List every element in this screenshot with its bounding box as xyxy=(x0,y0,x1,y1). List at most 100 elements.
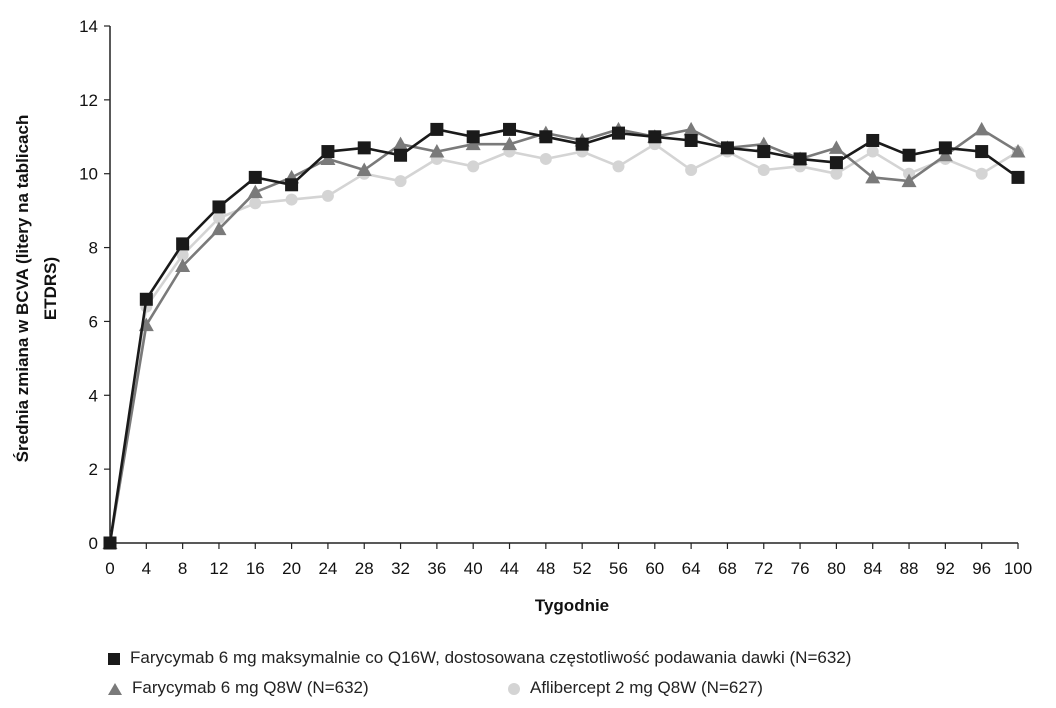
y-axis-title: Średnia zmiana w BCVA (litery na tablica… xyxy=(13,115,32,463)
data-point xyxy=(539,152,552,165)
x-tick-label: 8 xyxy=(178,559,187,578)
x-tick-label: 4 xyxy=(142,559,151,578)
data-point xyxy=(938,141,952,155)
data-point xyxy=(793,152,807,166)
data-point xyxy=(865,169,881,184)
data-point xyxy=(757,164,770,177)
data-point xyxy=(321,145,335,159)
data-point xyxy=(612,160,625,173)
x-tick-label: 96 xyxy=(972,559,991,578)
series-line xyxy=(108,128,1019,544)
data-point xyxy=(611,126,625,140)
legend-label-aflibercept: Aflibercept 2 mg Q8W (N=627) xyxy=(530,678,763,697)
x-tick-label: 64 xyxy=(682,559,701,578)
x-tick-label: 0 xyxy=(105,559,114,578)
data-point xyxy=(393,136,409,151)
y-tick-label: 2 xyxy=(89,460,98,479)
data-point xyxy=(828,140,844,154)
data-point xyxy=(285,193,298,206)
data-point xyxy=(1010,144,1026,158)
x-tick-label: 16 xyxy=(246,559,265,578)
data-point xyxy=(974,121,990,136)
x-tick-label: 44 xyxy=(500,559,519,578)
y-tick-label: 10 xyxy=(79,165,98,184)
data-point xyxy=(176,248,189,261)
data-point xyxy=(285,178,299,192)
x-tick-label: 68 xyxy=(718,559,737,578)
x-tick-label: 72 xyxy=(754,559,773,578)
data-point xyxy=(249,197,262,210)
data-point xyxy=(175,258,191,273)
data-point xyxy=(975,145,989,159)
data-point xyxy=(901,173,917,188)
data-point xyxy=(866,133,880,147)
x-tick-label: 100 xyxy=(1004,559,1032,578)
legend-item-q8w: Farycymab 6 mg Q8W (N=632) xyxy=(108,678,369,698)
x-tick-label: 76 xyxy=(791,559,810,578)
x-tick-label: 20 xyxy=(282,559,301,578)
data-point xyxy=(902,148,916,162)
x-tick-label: 80 xyxy=(827,559,846,578)
data-point xyxy=(467,160,480,173)
x-tick-label: 36 xyxy=(427,559,446,578)
series-line xyxy=(108,128,1019,544)
chart-axes xyxy=(104,25,1019,549)
data-point xyxy=(212,200,226,214)
y-tick-label: 6 xyxy=(89,312,98,331)
data-point xyxy=(830,167,843,180)
x-tick-label: 32 xyxy=(391,559,410,578)
y-tick-label: 0 xyxy=(89,534,98,553)
series-line xyxy=(108,142,1019,544)
data-point xyxy=(103,536,117,550)
x-axis-title: Tygodnie xyxy=(535,596,609,615)
data-point xyxy=(139,292,153,306)
legend-item-q16w: Farycymab 6 mg maksymalnie co Q16W, dost… xyxy=(108,648,851,668)
x-tick-label: 48 xyxy=(536,559,555,578)
data-point xyxy=(394,148,408,162)
data-point xyxy=(429,144,445,158)
series-triangle xyxy=(102,121,1026,549)
square-marker-icon xyxy=(108,652,120,665)
data-point xyxy=(212,212,225,225)
data-point xyxy=(320,151,336,165)
x-tick-label: 52 xyxy=(573,559,592,578)
series-circle xyxy=(104,138,1024,549)
data-point xyxy=(829,156,843,170)
data-point xyxy=(720,141,734,155)
x-tick-label: 24 xyxy=(318,559,337,578)
data-point xyxy=(248,170,262,184)
x-tick-label: 60 xyxy=(645,559,664,578)
data-point xyxy=(502,136,518,151)
x-tick-label: 28 xyxy=(355,559,374,578)
data-point xyxy=(937,147,953,162)
series-square xyxy=(103,122,1025,550)
y-tick-label: 12 xyxy=(79,91,98,110)
x-tick-label: 56 xyxy=(609,559,628,578)
circle-marker-icon xyxy=(508,682,520,695)
y-tick-label: 8 xyxy=(89,239,98,258)
data-point xyxy=(247,184,263,199)
legend-label-q8w: Farycymab 6 mg Q8W (N=632) xyxy=(132,678,369,697)
y-tick-label: 4 xyxy=(89,386,98,405)
data-point xyxy=(684,133,698,147)
data-point xyxy=(503,122,517,136)
data-point xyxy=(465,136,481,151)
data-point xyxy=(866,145,879,158)
data-point xyxy=(575,137,589,151)
data-point xyxy=(321,189,334,202)
x-tick-label: 92 xyxy=(936,559,955,578)
triangle-marker-icon xyxy=(108,682,122,695)
data-point xyxy=(211,221,227,236)
legend-item-aflibercept: Aflibercept 2 mg Q8W (N=627) xyxy=(508,678,763,698)
data-point xyxy=(176,237,190,251)
x-tick-label: 84 xyxy=(863,559,882,578)
y-tick-label: 14 xyxy=(79,17,98,36)
chart-series xyxy=(102,121,1026,550)
data-point xyxy=(394,175,407,188)
data-point xyxy=(683,121,699,136)
data-point xyxy=(539,130,553,144)
data-point xyxy=(357,141,371,155)
x-tick-label: 40 xyxy=(464,559,483,578)
